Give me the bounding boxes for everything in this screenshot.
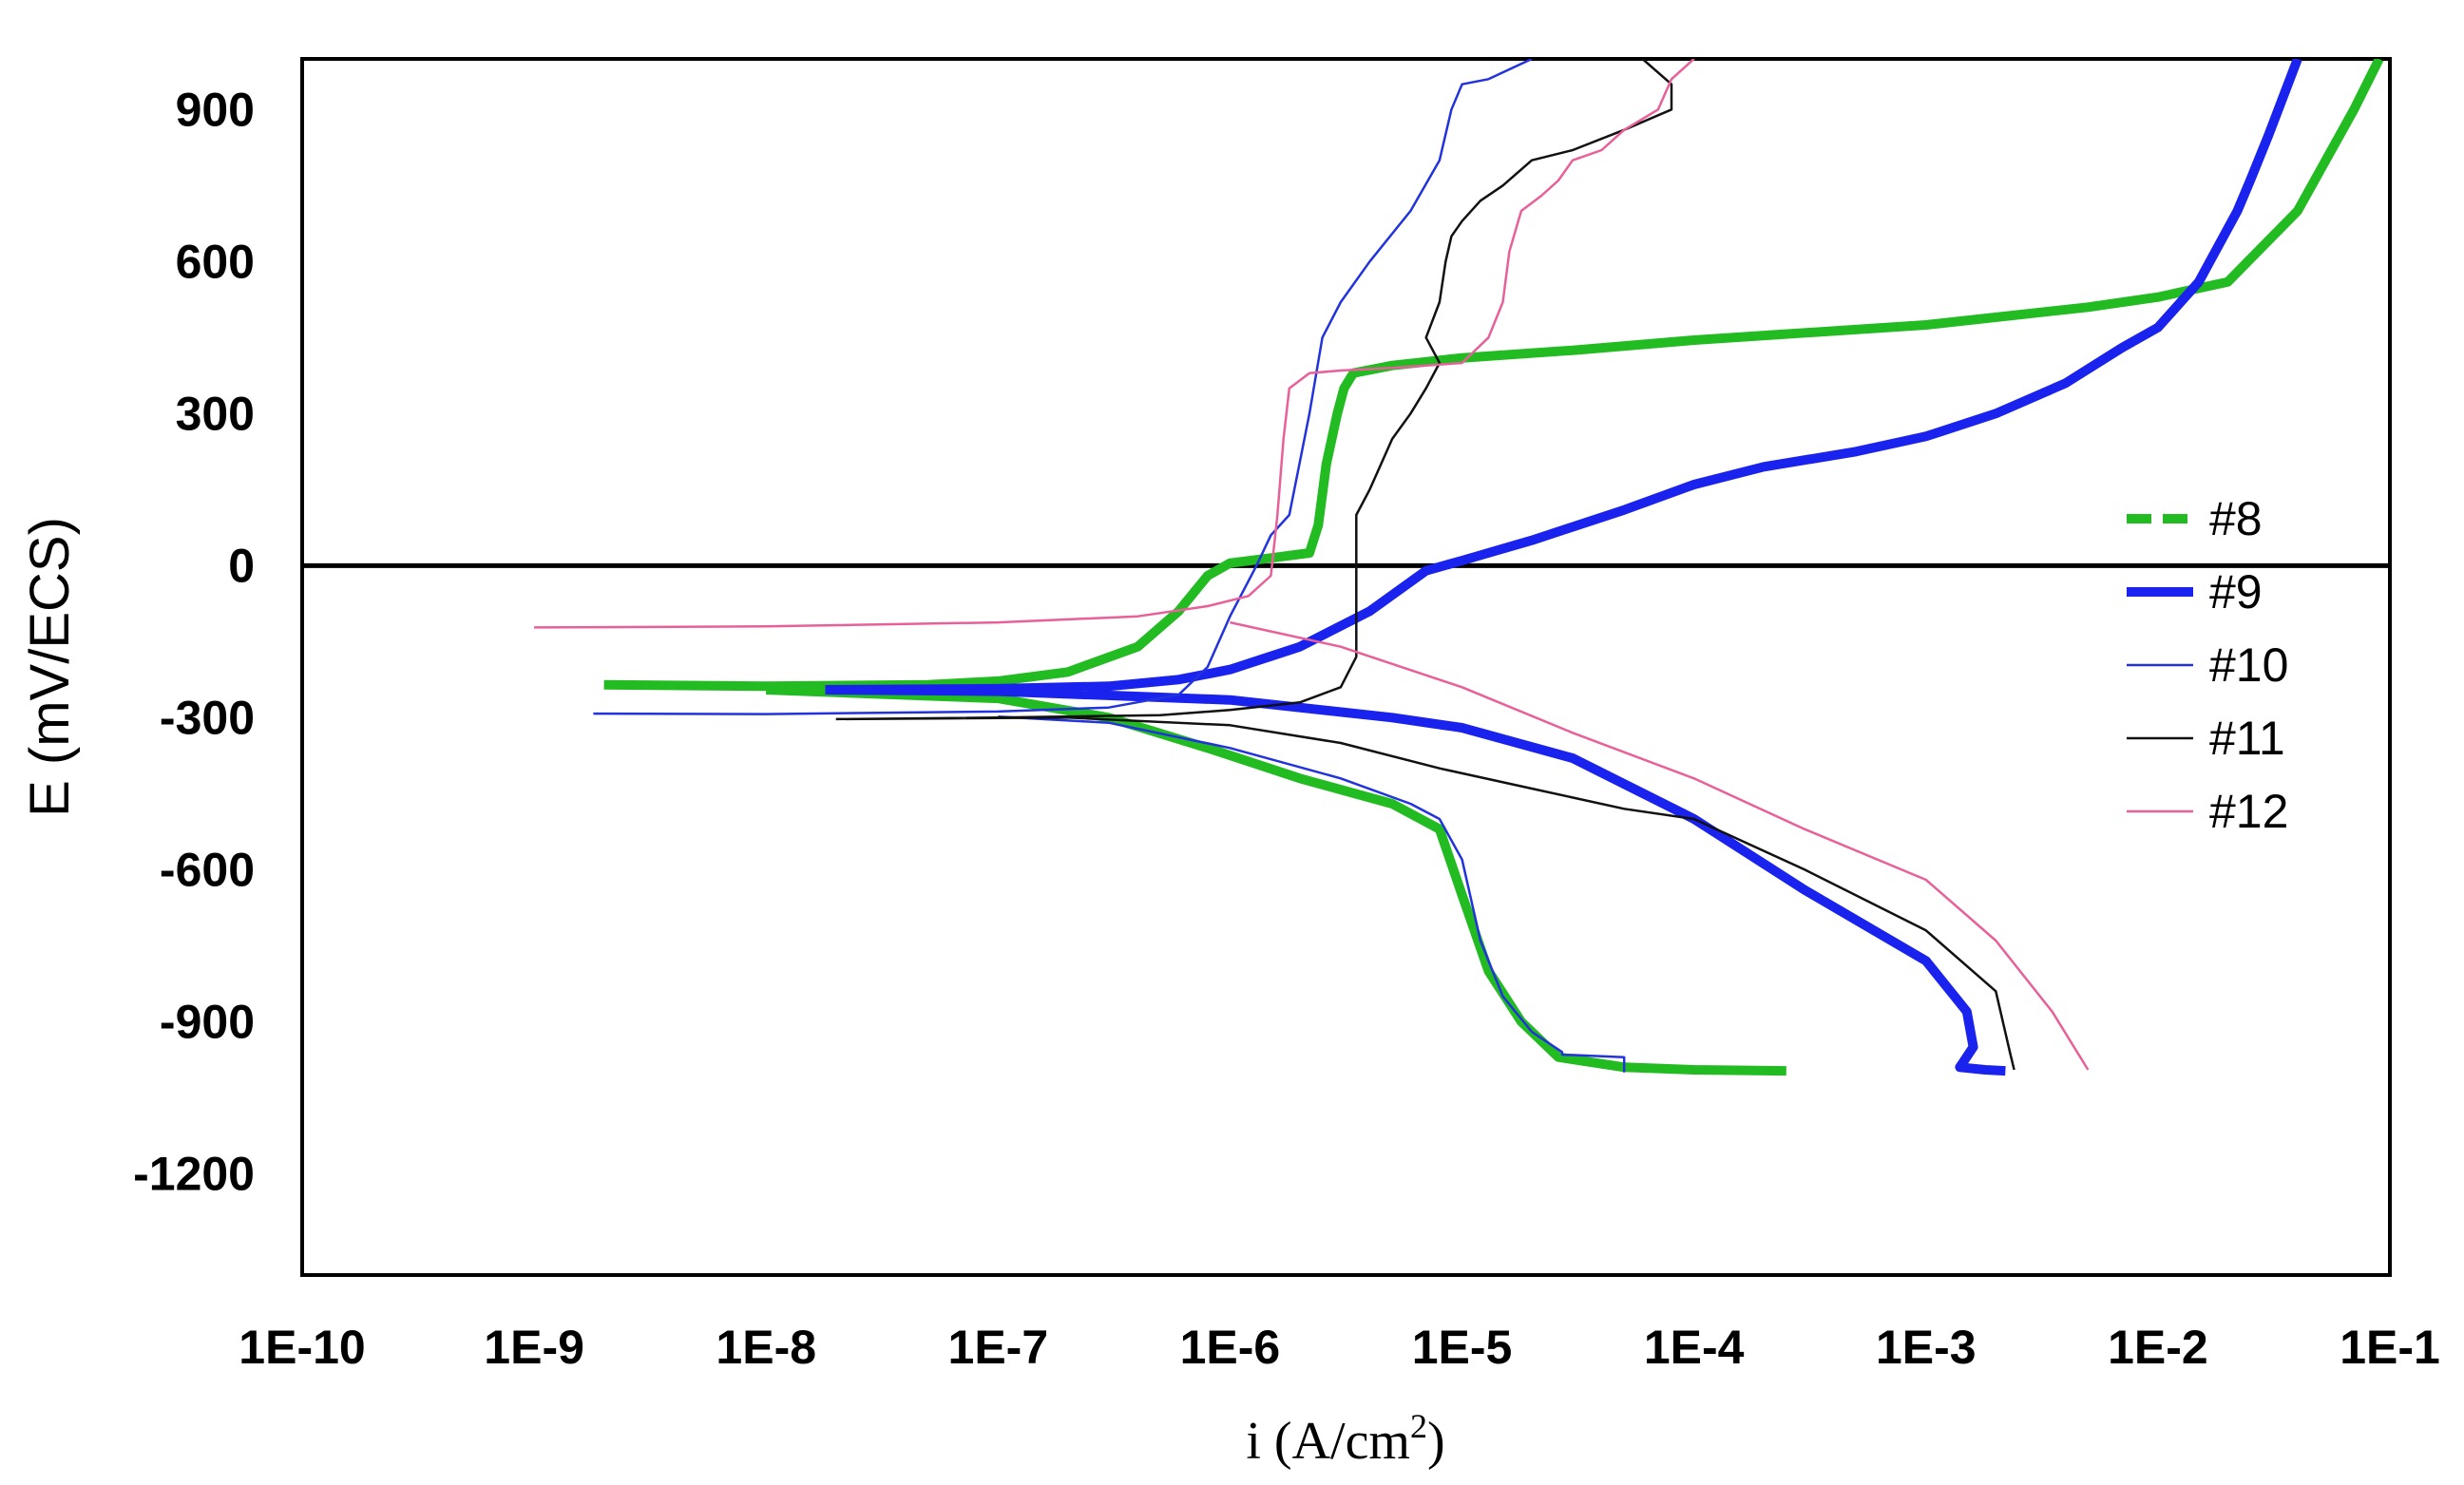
y-tick-label: -1200 [133,1147,255,1200]
x-tick-label: 1E-1 [2340,1321,2440,1374]
x-tick-label: 1E-7 [948,1321,1049,1374]
x-tick-label: 1E-3 [1876,1321,1977,1374]
x-axis-ticks: 1E-10 1E-9 1E-8 1E-7 1E-6 1E-5 1E-4 1E-3 1E-2 1E-… [239,1321,2440,1374]
series-layer [534,59,2384,1076]
plot-frame [300,57,2392,1277]
x-axis-label: i (A/cm2) [1246,1407,1444,1471]
y-tick-label: -600 [160,843,255,896]
y-tick-label: 0 [228,539,255,592]
series-line-1 [603,59,2384,1076]
legend-label: #8 [2209,492,2263,545]
x-axis-label-main: i (A/cm [1246,1412,1410,1471]
x-tick-label: 1E-4 [1644,1321,1745,1374]
series-line-5 [534,59,2090,1071]
x-tick-label: 1E-9 [484,1321,584,1374]
legend: #8 #9 #10 #11 #12 [2127,492,2288,838]
legend-label: #11 [2209,712,2285,765]
x-axis-label-close: ) [1427,1412,1445,1471]
series-line-4 [835,59,2015,1071]
y-tick-label: 300 [176,387,255,440]
y-tick-label: -900 [160,995,255,1048]
series-line-3 [593,59,1626,1073]
x-tick-label: 1E-10 [239,1321,365,1374]
y-axis-ticks: 900 600 300 0 -300 -600 -900 -1200 [133,83,255,1200]
y-tick-label: 900 [176,83,255,136]
x-tick-label: 1E-8 [716,1321,816,1374]
x-axis-label-superscript: 2 [1410,1407,1427,1445]
x-tick-label: 1E-2 [2108,1321,2208,1374]
legend-label: #10 [2209,638,2288,692]
x-tick-label: 1E-6 [1180,1321,1281,1374]
x-tick-label: 1E-5 [1412,1321,1513,1374]
y-tick-label: 600 [176,235,255,288]
legend-label: #9 [2209,565,2263,619]
legend-label: #12 [2209,785,2288,838]
series-line-2 [825,59,2302,1076]
y-tick-label: -300 [160,691,255,744]
y-axis-label: E (mV/ECS) [19,517,81,817]
